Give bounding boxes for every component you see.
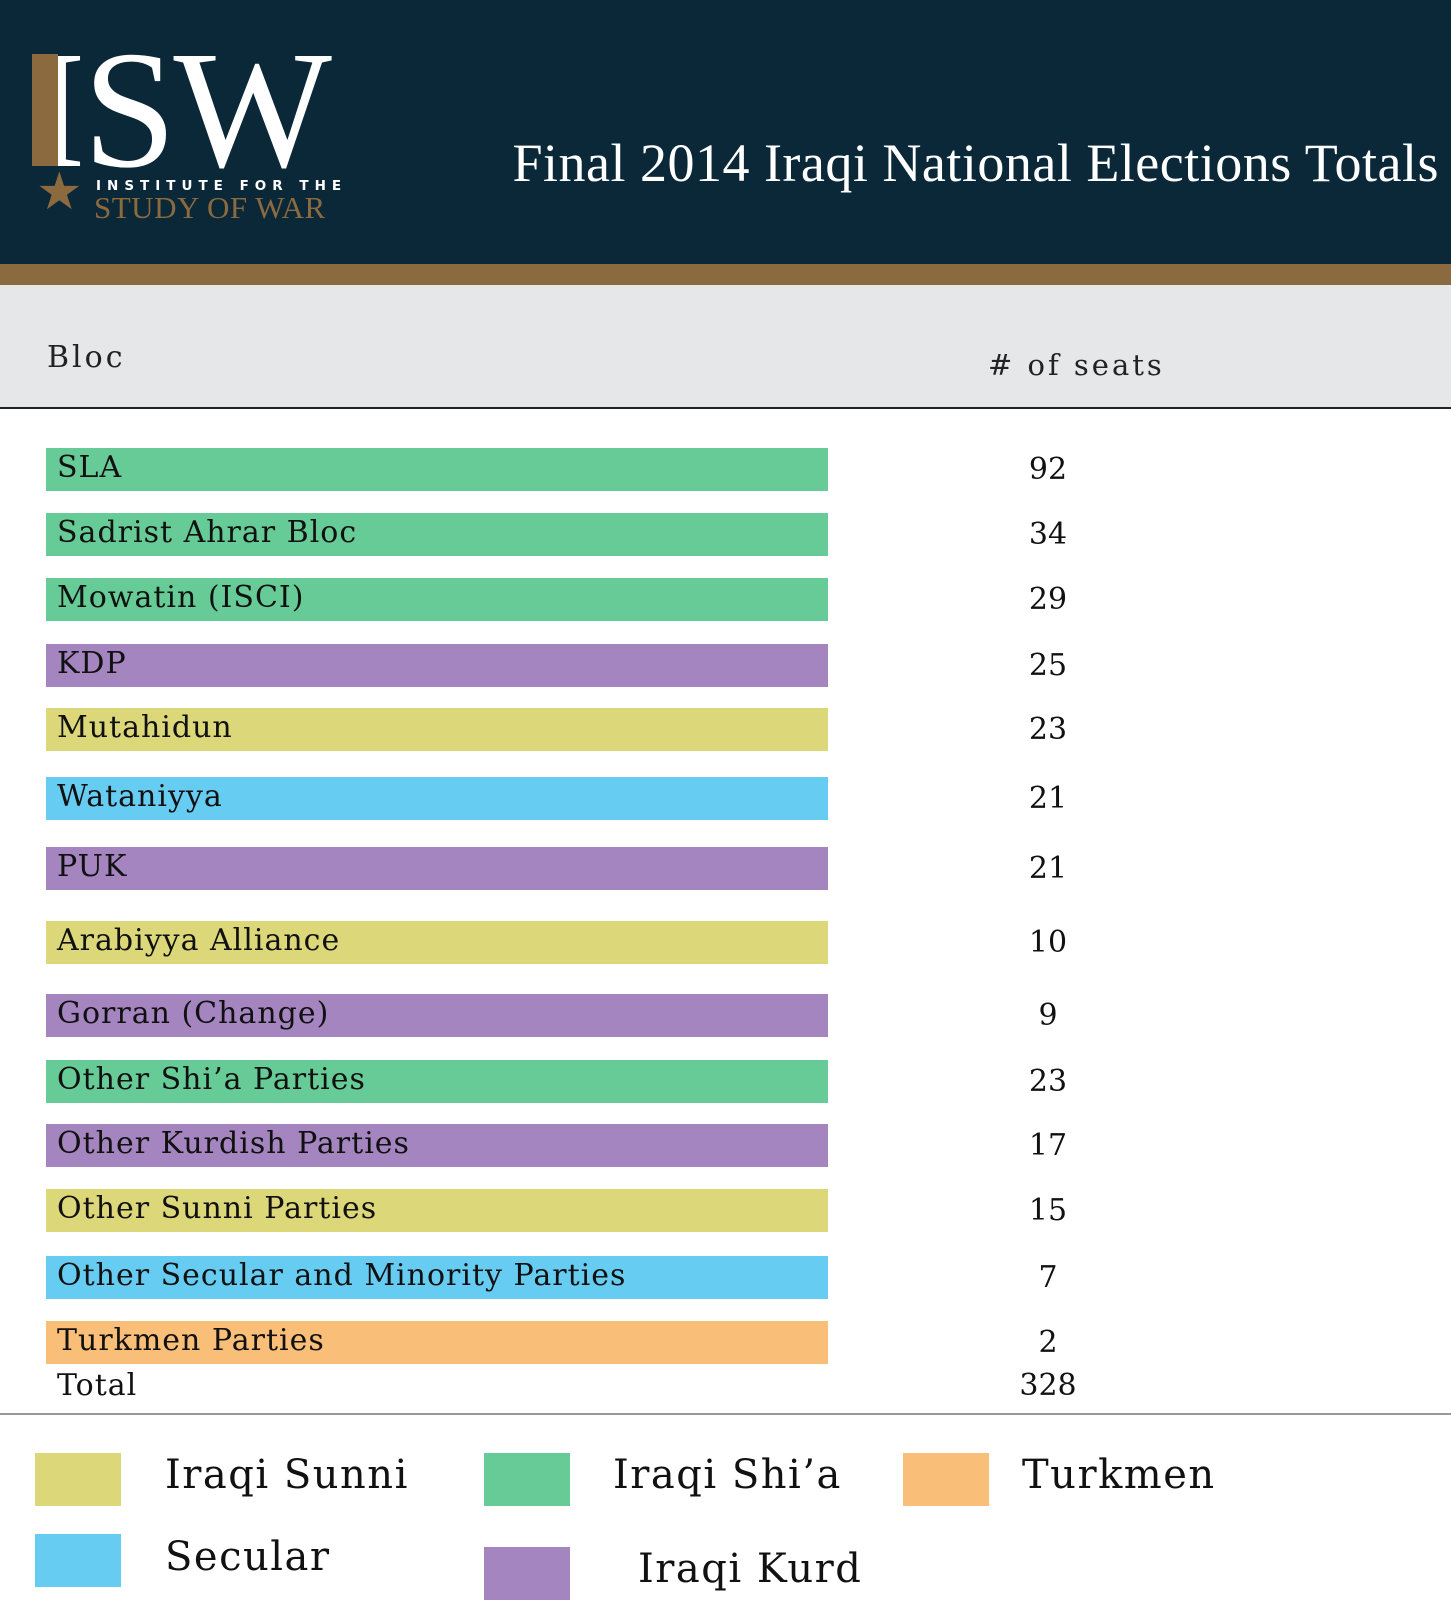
bloc-bar xyxy=(46,578,828,621)
bloc-label: Other Secular and Minority Parties xyxy=(57,1258,627,1293)
seat-value: 17 xyxy=(1028,1128,1068,1163)
legend-label-shia: Iraqi Shi’a xyxy=(613,1452,842,1498)
bloc-label: Gorran (Change) xyxy=(57,996,330,1031)
legend-swatch-sunni xyxy=(35,1453,121,1506)
bloc-bar xyxy=(46,448,828,491)
bloc-bar xyxy=(46,777,828,820)
bloc-bar xyxy=(46,644,828,687)
logo-study-line: STUDY OF WAR xyxy=(94,190,326,225)
bloc-bar xyxy=(46,921,828,964)
seat-value: 23 xyxy=(1028,712,1068,747)
seat-value: 29 xyxy=(1028,582,1068,617)
legend-swatch-secular xyxy=(35,1534,121,1587)
bloc-bar xyxy=(46,1256,828,1299)
bloc-label: Other Kurdish Parties xyxy=(57,1126,410,1161)
seat-value: 25 xyxy=(1028,648,1068,683)
bloc-label: PUK xyxy=(57,849,128,884)
bloc-label: Other Shi’a Parties xyxy=(57,1062,366,1097)
bloc-label: Arabiyya Alliance xyxy=(57,923,341,958)
header-banner: ISW ★ INSTITUTE FOR THE STUDY OF WAR Fin… xyxy=(0,0,1451,264)
column-header-band xyxy=(0,285,1451,409)
total-label: Total xyxy=(57,1368,138,1403)
star-icon: ★ xyxy=(36,162,83,222)
column-header-seats: # of seats xyxy=(988,348,1165,382)
bloc-label: SLA xyxy=(57,450,123,485)
bloc-bar xyxy=(46,1060,828,1103)
isw-logo: ISW ★ INSTITUTE FOR THE STUDY OF WAR xyxy=(30,26,370,230)
bloc-bar xyxy=(46,513,828,556)
seat-value: 15 xyxy=(1028,1193,1068,1228)
bloc-label: Other Sunni Parties xyxy=(57,1191,378,1226)
legend-label-turkmen: Turkmen xyxy=(1022,1452,1216,1498)
seat-value: 7 xyxy=(1038,1260,1058,1295)
bloc-bar xyxy=(46,847,828,890)
bloc-bar xyxy=(46,1321,828,1364)
seat-value: 10 xyxy=(1028,925,1068,960)
bloc-bar xyxy=(46,1124,828,1167)
bloc-bar xyxy=(46,708,828,751)
bloc-label: Wataniyya xyxy=(57,779,223,814)
seat-value: 34 xyxy=(1028,517,1068,552)
seat-value: 23 xyxy=(1028,1064,1068,1099)
seat-value: 2 xyxy=(1038,1325,1058,1360)
bloc-bar xyxy=(46,994,828,1037)
legend-swatch-turkmen xyxy=(903,1453,989,1506)
legend-swatch-kurd xyxy=(484,1547,570,1600)
seat-value: 9 xyxy=(1038,998,1058,1033)
legend-label-secular: Secular xyxy=(165,1534,331,1580)
total-value: 328 xyxy=(1019,1368,1077,1403)
seat-value: 92 xyxy=(1028,452,1068,487)
bloc-label: Mutahidun xyxy=(57,710,233,745)
seat-value: 21 xyxy=(1028,851,1068,886)
legend-swatch-shia xyxy=(484,1453,570,1506)
gold-divider-stripe xyxy=(0,264,1451,285)
logo-institute-line: INSTITUTE FOR THE xyxy=(96,178,348,194)
seat-value: 21 xyxy=(1028,781,1068,816)
legend-label-sunni: Iraqi Sunni xyxy=(165,1452,409,1498)
legend-label-kurd: Iraqi Kurd xyxy=(638,1546,863,1592)
bloc-label: KDP xyxy=(57,646,127,681)
bloc-label: Turkmen Parties xyxy=(57,1323,325,1358)
bloc-label: Sadrist Ahrar Bloc xyxy=(57,515,358,550)
chart-title: Final 2014 Iraqi National Elections Tota… xyxy=(512,133,1439,193)
total-divider xyxy=(0,1413,1451,1415)
bloc-bar xyxy=(46,1189,828,1232)
logo-gold-bar xyxy=(32,54,58,166)
bloc-label: Mowatin (ISCI) xyxy=(57,580,305,615)
logo-letters: ISW xyxy=(30,17,332,203)
column-header-bloc: Bloc xyxy=(47,340,126,375)
